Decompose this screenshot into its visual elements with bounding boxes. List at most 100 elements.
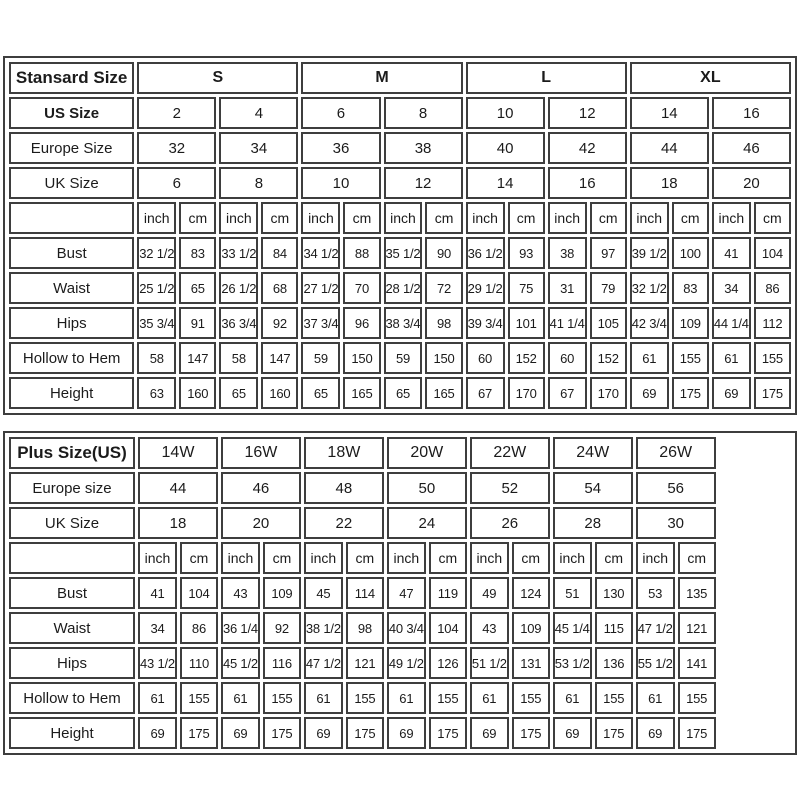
- unit-header-cell: cm: [428, 542, 467, 574]
- size-value-cell: 8: [219, 167, 299, 199]
- measurement-value-cell: 160: [261, 377, 299, 409]
- measurement-value-cell: 69: [386, 717, 426, 749]
- table-title: Plus Size(US): [9, 437, 135, 469]
- measurement-value-cell: 109: [262, 577, 301, 609]
- measurement-value-cell: 69: [629, 377, 669, 409]
- size-row-label: US Size: [9, 97, 135, 129]
- measurement-value-cell: 39 1/2: [629, 237, 669, 269]
- measurement-value-cell: 147: [179, 342, 217, 374]
- size-value-cell: 36: [301, 132, 381, 164]
- size-row: US Size 2 4 6 8 10 12 14 16: [9, 97, 791, 129]
- measurement-value-cell: 49: [469, 577, 509, 609]
- measurement-value-cell: 51: [552, 577, 592, 609]
- size-header-cell: 16W: [220, 437, 301, 469]
- size-row: UK Size 18 20 22 24 26 28 30: [9, 507, 716, 539]
- measurement-value-cell: 38 3/4: [383, 307, 423, 339]
- measurement-value-cell: 25 1/2: [137, 272, 177, 304]
- size-value-cell: 50: [386, 472, 467, 504]
- measurement-value-cell: 72: [425, 272, 463, 304]
- measurement-label: Bust: [9, 237, 135, 269]
- size-header-cell: 14W: [138, 437, 218, 469]
- unit-header-cell: inch: [137, 202, 177, 234]
- measurement-value-cell: 69: [635, 717, 675, 749]
- measurement-value-cell: 79: [589, 272, 627, 304]
- size-value-cell: 10: [465, 97, 545, 129]
- measurement-value-cell: 165: [425, 377, 463, 409]
- measurement-value-cell: 36 1/4: [220, 612, 260, 644]
- unit-header-cell: inch: [629, 202, 669, 234]
- measurement-value-cell: 119: [428, 577, 467, 609]
- measurement-value-cell: 135: [677, 577, 716, 609]
- measurement-value-cell: 170: [507, 377, 545, 409]
- measurement-value-cell: 47 1/2: [303, 647, 343, 679]
- size-value-cell: 20: [220, 507, 301, 539]
- units-row: inch cm inch cm inch cm inch cm inch cm inch cm inch…: [9, 202, 791, 234]
- measurement-value-cell: 160: [179, 377, 217, 409]
- unit-header-cell: cm: [179, 542, 218, 574]
- measurement-value-cell: 51 1/2: [469, 647, 509, 679]
- measurement-value-cell: 67: [465, 377, 505, 409]
- measurement-value-cell: 60: [547, 342, 587, 374]
- size-header-cell: 24W: [552, 437, 633, 469]
- measurement-value-cell: 36 3/4: [219, 307, 259, 339]
- unit-header-cell: inch: [711, 202, 751, 234]
- size-value-cell: 2: [137, 97, 217, 129]
- unit-header-cell: inch: [469, 542, 509, 574]
- measurement-value-cell: 88: [343, 237, 381, 269]
- measurement-value-cell: 34: [138, 612, 177, 644]
- measurement-value-cell: 41: [138, 577, 177, 609]
- measurement-value-cell: 53 1/2: [552, 647, 592, 679]
- measurement-value-cell: 155: [753, 342, 791, 374]
- measurement-value-cell: 175: [511, 717, 550, 749]
- measurement-value-cell: 109: [671, 307, 709, 339]
- unit-header-cell: cm: [345, 542, 384, 574]
- size-value-cell: 6: [301, 97, 381, 129]
- measurement-value-cell: 83: [671, 272, 709, 304]
- measurement-value-cell: 84: [261, 237, 299, 269]
- measurement-label: Hips: [9, 647, 135, 679]
- measurement-value-cell: 175: [179, 717, 218, 749]
- size-value-cell: 42: [547, 132, 627, 164]
- measurement-value-cell: 175: [677, 717, 716, 749]
- unit-header-cell: cm: [594, 542, 633, 574]
- size-header-cell: XL: [629, 62, 791, 94]
- size-value-cell: 40: [465, 132, 545, 164]
- unit-header-cell: inch: [552, 542, 592, 574]
- measurement-value-cell: 36 1/2: [465, 237, 505, 269]
- measurement-value-cell: 61: [629, 342, 669, 374]
- measurement-value-cell: 121: [677, 612, 716, 644]
- measurement-label: Waist: [9, 612, 135, 644]
- measurement-label: Hollow to Hem: [9, 342, 135, 374]
- measurement-value-cell: 104: [179, 577, 218, 609]
- measurement-value-cell: 175: [671, 377, 709, 409]
- measurement-value-cell: 34 1/2: [301, 237, 341, 269]
- measurement-label: Waist: [9, 272, 135, 304]
- size-header-cell: L: [465, 62, 627, 94]
- measurement-value-cell: 42 3/4: [629, 307, 669, 339]
- measurement-value-cell: 31: [547, 272, 587, 304]
- size-value-cell: 34: [219, 132, 299, 164]
- size-value-cell: 44: [629, 132, 709, 164]
- measurement-value-cell: 155: [671, 342, 709, 374]
- size-row: Europe size 44 46 48 50 52 54 56: [9, 472, 716, 504]
- measurement-row: Height 69 175 69 175 69 175 69 175 69 175 69 175 69 17…: [9, 717, 716, 749]
- measurement-row: Hips 35 3/4 91 36 3/4 92 37 3/4 96 38 3/4 98 39 3…: [9, 307, 791, 339]
- measurement-row: Hollow to Hem 61 155 61 155 61 155 61 155 61 155 61…: [9, 682, 716, 714]
- size-value-cell: 22: [303, 507, 384, 539]
- units-row: inch cm inch cm inch cm inch cm inch cm inch cm inch…: [9, 542, 716, 574]
- measurement-value-cell: 152: [507, 342, 545, 374]
- size-value-cell: 26: [469, 507, 550, 539]
- measurement-value-cell: 67: [547, 377, 587, 409]
- measurement-value-cell: 65: [301, 377, 341, 409]
- measurement-value-cell: 61: [552, 682, 592, 714]
- measurement-value-cell: 136: [594, 647, 633, 679]
- measurement-row: Hips 43 1/2 110 45 1/2 116 47 1/2 121 49 1/2 126…: [9, 647, 716, 679]
- measurement-value-cell: 69: [711, 377, 751, 409]
- size-row: UK Size 6 8 10 12 14 16 18 20: [9, 167, 791, 199]
- measurement-value-cell: 27 1/2: [301, 272, 341, 304]
- size-value-cell: 16: [547, 167, 627, 199]
- size-header-cell: M: [301, 62, 463, 94]
- measurement-value-cell: 26 1/2: [219, 272, 259, 304]
- unit-header-cell: cm: [753, 202, 791, 234]
- measurement-value-cell: 43 1/2: [138, 647, 177, 679]
